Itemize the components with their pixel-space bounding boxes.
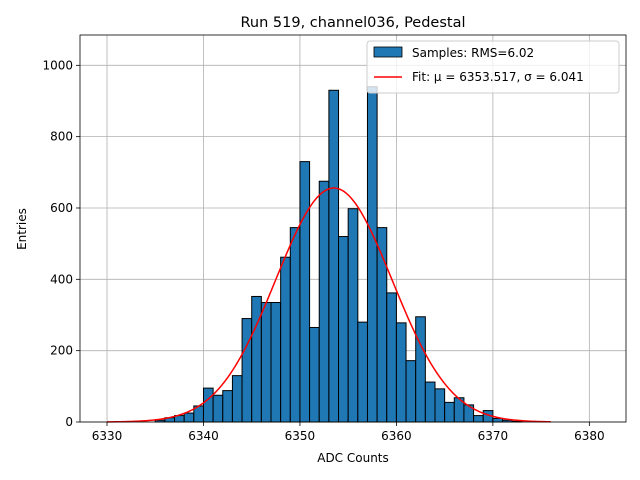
histogram-bar [395,322,407,423]
histogram-bar [270,302,282,423]
y-axis-label: Entries [15,208,29,250]
x-axis-ticks: 6330 6340 6350 6360 6370 6380 [92,422,605,443]
x-tick-label: 6380 [574,429,605,443]
legend: Samples: RMS=6.02 Fit: μ = 6353.517, σ =… [366,40,620,94]
histogram-bar [347,208,359,423]
y-tick-label: 800 [50,130,73,144]
histogram-bar [473,415,484,423]
legend-box [366,40,620,94]
histogram-bar [280,256,291,423]
histogram-bar [183,412,195,423]
histogram-bar [202,387,214,423]
legend-histogram-label: Samples: RMS=6.02 [412,46,534,60]
y-axis-ticks: 0 200 400 600 800 1000 [42,58,80,429]
histogram-bar [357,321,368,423]
histogram-bar [212,394,224,423]
y-tick-label: 1000 [42,58,73,72]
histogram-bar [289,227,301,423]
histogram-bar [231,375,243,423]
x-tick-label: 6330 [92,429,123,443]
histogram-bars [154,86,523,423]
histogram-bar [366,86,378,423]
histogram-bar [318,180,330,423]
y-tick-label: 200 [50,344,73,358]
histogram-bar [328,89,340,423]
histogram-bar [444,401,455,423]
histogram-bar [251,295,262,423]
x-tick-label: 6340 [188,429,219,443]
histogram-bar [222,390,233,423]
histogram-bar [405,360,417,423]
histogram-bar [492,417,504,423]
histogram-bar [309,326,320,423]
histogram-bar [386,292,397,423]
legend-histogram-swatch [373,46,403,58]
y-tick-label: 0 [65,415,73,429]
fit-curve [107,187,551,423]
x-tick-label: 6370 [478,429,509,443]
histogram-bar [299,161,311,423]
histogram-bar [241,318,253,423]
histogram-bar [415,316,426,423]
y-tick-label: 400 [50,272,73,286]
x-axis-label: ADC Counts [317,451,389,465]
histogram-bar [260,302,272,423]
legend-fit-label: Fit: μ = 6353.517, σ = 6.041 [412,70,584,84]
histogram-bar [434,388,446,423]
axes-frame [79,34,627,423]
y-tick-label: 600 [50,201,73,215]
histogram-bar [338,236,349,423]
x-tick-label: 6350 [285,429,316,443]
x-tick-label: 6360 [381,429,412,443]
chart-title: Run 519, channel036, Pedestal [240,15,465,31]
histogram-bar [424,381,436,423]
